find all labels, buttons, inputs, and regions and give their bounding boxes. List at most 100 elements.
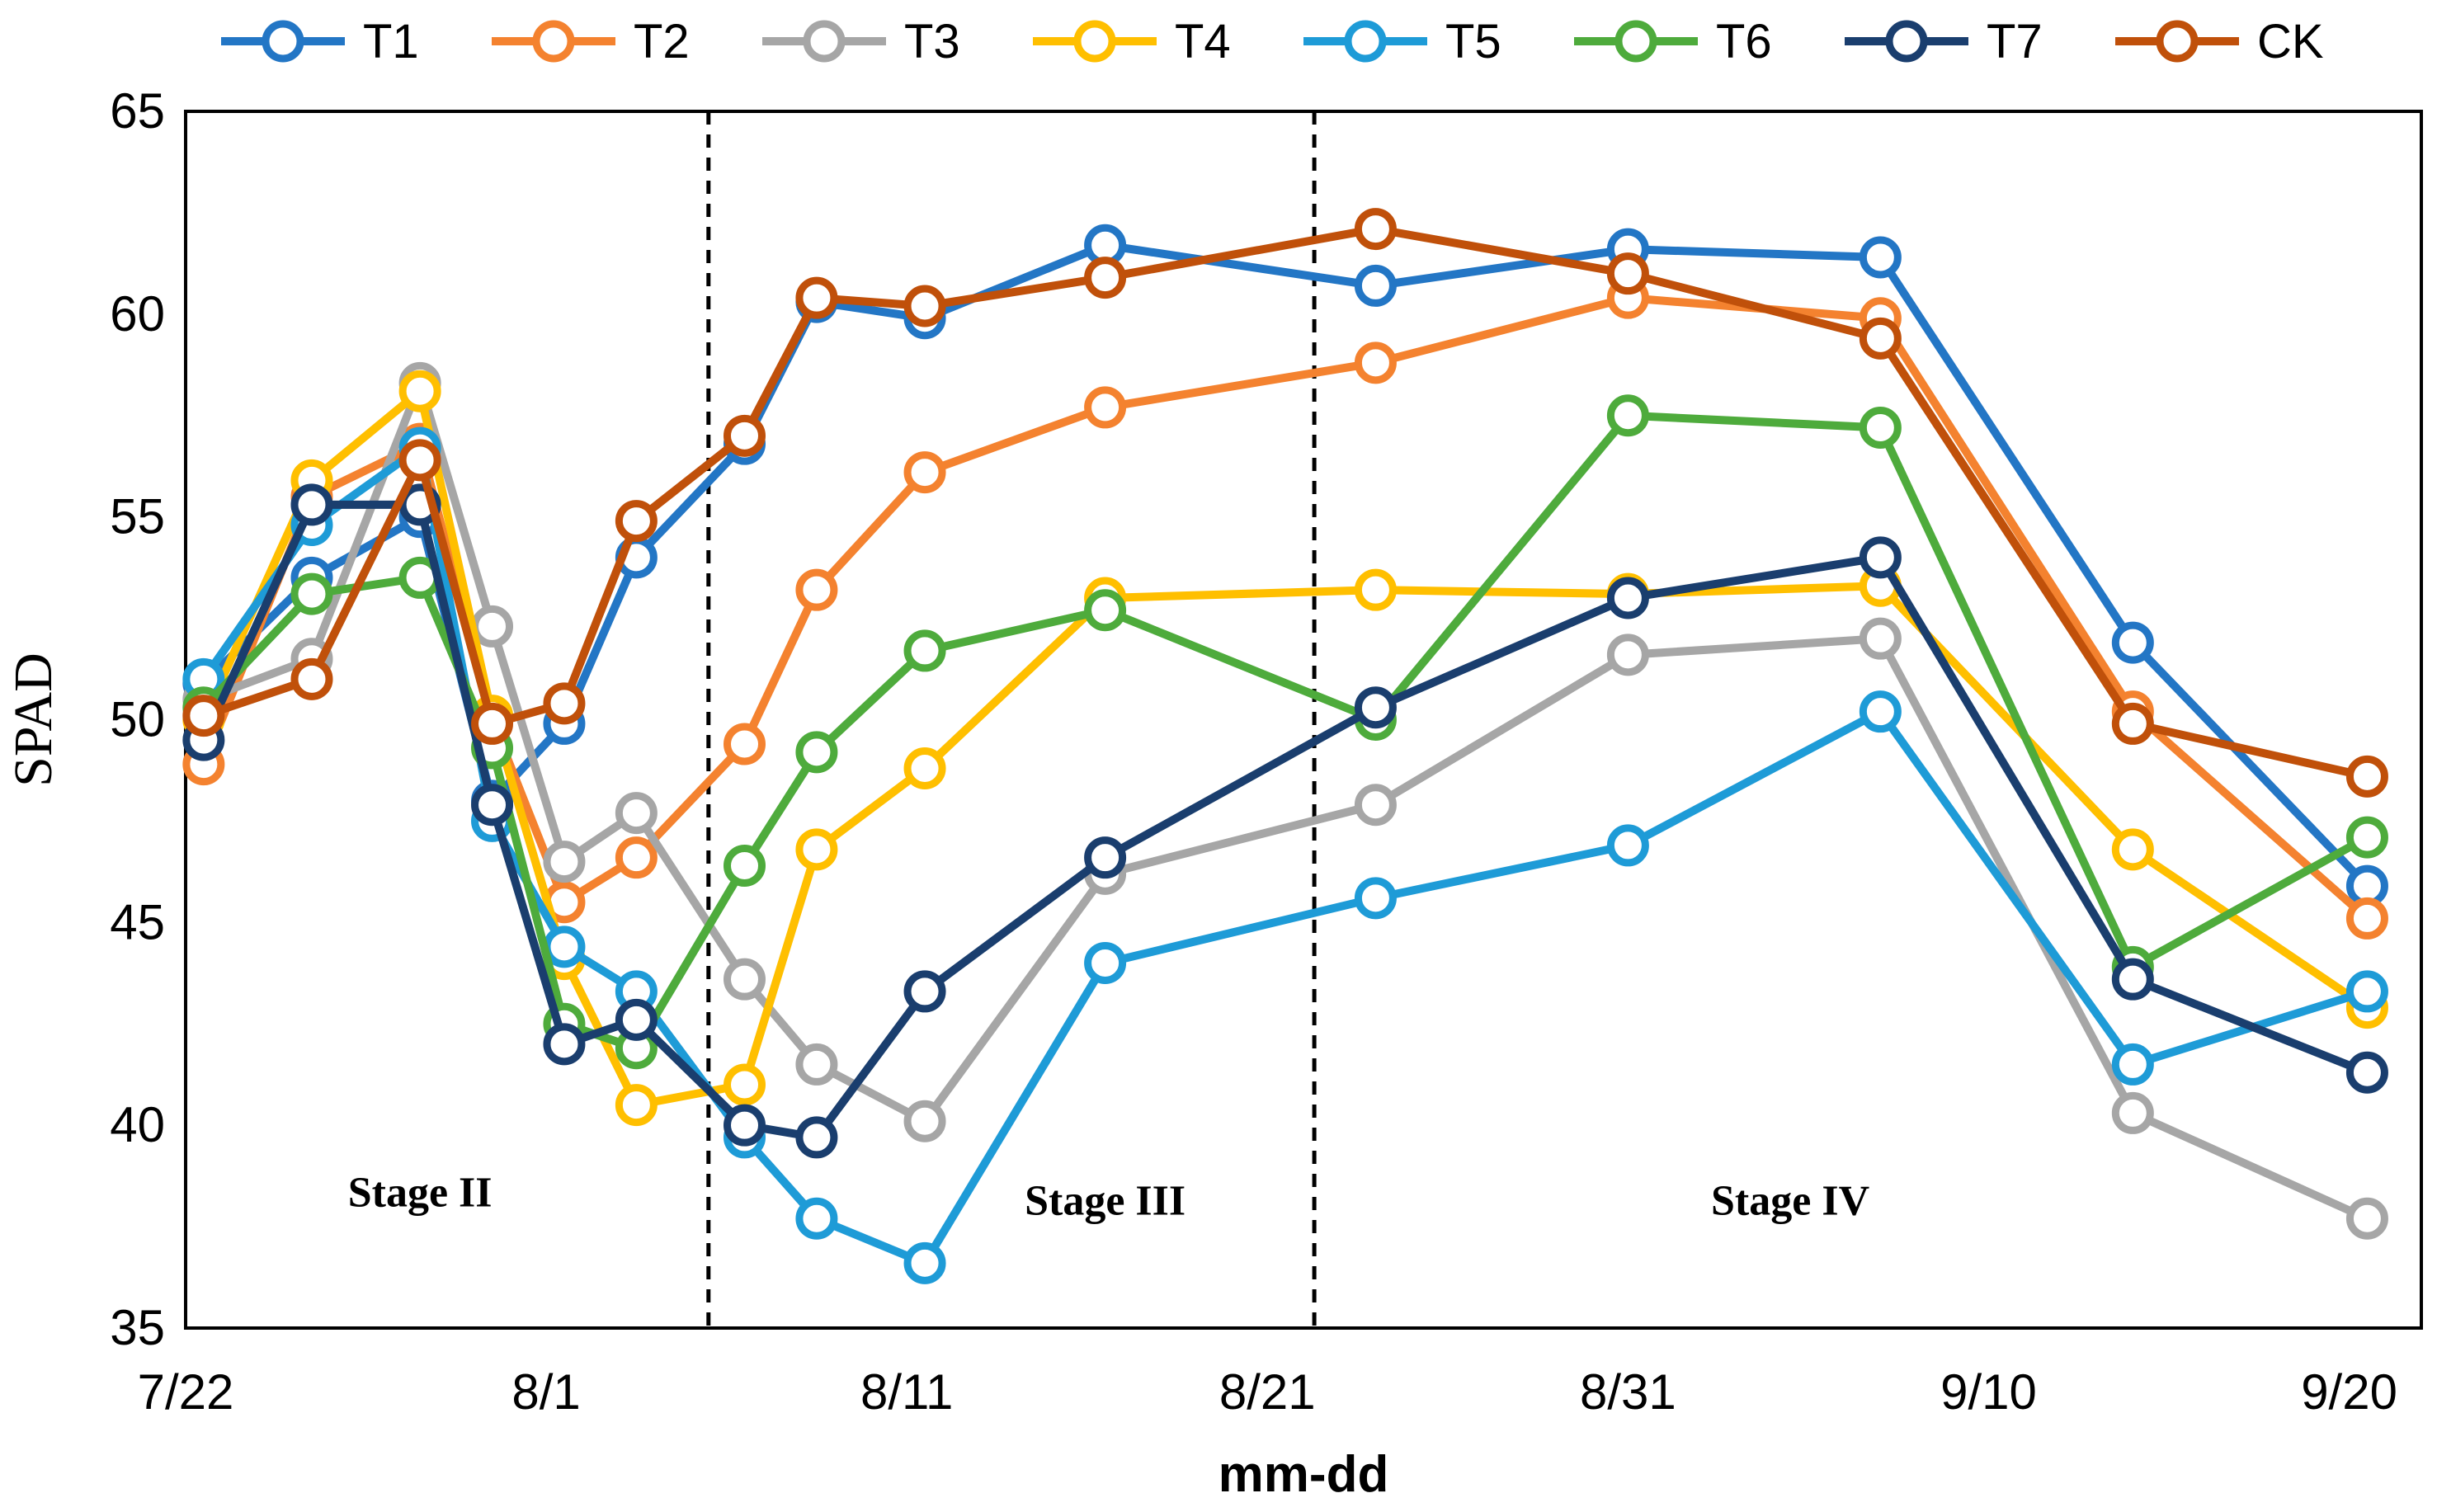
data-point-t2: [2345, 897, 2388, 940]
data-point-t4: [724, 1063, 766, 1106]
data-point-ck: [471, 702, 514, 745]
data-point-t3: [724, 958, 766, 1001]
data-point-t2: [1354, 341, 1397, 384]
data-point-t3: [795, 1043, 838, 1086]
data-point-t6: [903, 629, 946, 672]
legend-marker: [532, 20, 575, 63]
data-point-ck: [290, 657, 333, 700]
data-point-ck: [2111, 702, 2154, 745]
data-point-t7: [1084, 836, 1127, 879]
data-point-t6: [795, 731, 838, 774]
legend-marker: [1344, 20, 1387, 63]
data-point-t6: [724, 845, 766, 887]
x-tick-label: 8/11: [860, 1364, 953, 1420]
series-t4: [182, 370, 2388, 1127]
data-point-t2: [615, 836, 658, 879]
legend-item-t6: T6: [1574, 15, 1772, 68]
y-axis-title: SPAD: [3, 652, 64, 787]
data-point-t3: [903, 1100, 946, 1142]
legend-item-t1: T1: [221, 15, 419, 68]
y-tick-label: 45: [110, 894, 165, 949]
data-point-t4: [615, 1084, 658, 1127]
legend-item-t5: T5: [1303, 15, 1501, 68]
legend-marker: [2156, 20, 2199, 63]
data-point-ck: [1084, 257, 1127, 299]
data-point-t6: [1606, 394, 1649, 437]
data-point-t3: [2111, 1091, 2154, 1134]
data-point-t6: [1084, 589, 1127, 632]
legend-item-t4: T4: [1033, 15, 1231, 68]
data-point-t5: [795, 1197, 838, 1240]
x-axis-ticks: 7/22 8/1 8/11 8/21 8/31 9/10 9/20: [138, 1364, 2397, 1420]
y-tick-label: 50: [110, 692, 165, 747]
data-point-t2: [903, 451, 946, 494]
data-point-t4: [398, 370, 441, 412]
data-point-t1: [1354, 264, 1397, 307]
x-axis-title: mm-dd: [1218, 1446, 1389, 1503]
data-point-t3: [2345, 1197, 2388, 1240]
data-point-t7: [2345, 1051, 2388, 1094]
data-point-ck: [903, 285, 946, 327]
data-point-t2: [1084, 386, 1127, 429]
data-point-ck: [724, 414, 766, 457]
data-point-t2: [795, 568, 838, 611]
data-point-ck: [615, 500, 658, 543]
data-point-ck: [1354, 208, 1397, 251]
x-tick-label: 7/22: [138, 1364, 234, 1420]
y-tick-label: 40: [110, 1097, 165, 1152]
legend-marker: [803, 20, 846, 63]
legend-label: T5: [1445, 15, 1501, 68]
data-point-t5: [903, 1241, 946, 1284]
stage-annotations: Stage II Stage III Stage IV: [348, 1170, 1869, 1225]
data-point-t7: [543, 1023, 586, 1066]
data-point-t4: [1354, 568, 1397, 611]
x-tick-label: 8/31: [1580, 1364, 1676, 1420]
data-point-t3: [1606, 634, 1649, 676]
data-point-ck: [398, 439, 441, 482]
legend-marker: [1614, 20, 1657, 63]
series-ck: [182, 208, 2388, 798]
legend-label: T2: [634, 15, 690, 68]
data-point-ck: [1606, 252, 1649, 295]
data-point-t7: [1859, 536, 1902, 579]
stage-divider-lines: [706, 111, 1317, 1328]
data-point-t3: [1354, 784, 1397, 827]
data-point-t4: [795, 828, 838, 871]
data-point-t7: [795, 1116, 838, 1159]
stage-annotation: Stage II: [348, 1170, 493, 1217]
stage-annotation: Stage IV: [1711, 1177, 1869, 1224]
data-point-t5: [1084, 942, 1127, 984]
x-tick-label: 9/20: [2301, 1364, 2397, 1420]
data-point-t7: [2111, 958, 2154, 1001]
legend-label: T6: [1716, 15, 1772, 68]
stage-annotation: Stage III: [1025, 1177, 1186, 1224]
legend-item-t2: T2: [492, 15, 690, 68]
data-point-t7: [290, 483, 333, 526]
data-point-ck: [795, 276, 838, 319]
data-point-t7: [471, 784, 514, 827]
data-point-t7: [1354, 686, 1397, 729]
data-point-t5: [543, 926, 586, 968]
x-tick-label: 8/21: [1219, 1364, 1316, 1420]
data-point-t5: [1859, 690, 1902, 733]
y-axis-ticks: 35 40 45 50 55 60 65: [110, 83, 165, 1355]
legend-item-t7: T7: [1845, 15, 2043, 68]
data-point-t5: [1354, 877, 1397, 920]
data-point-t7: [615, 998, 658, 1041]
y-tick-label: 60: [110, 286, 165, 341]
legend-marker: [262, 20, 304, 63]
legend-marker: [1885, 20, 1928, 63]
legend-label: T3: [904, 15, 960, 68]
data-point-t5: [2345, 970, 2388, 1013]
y-tick-label: 65: [110, 83, 165, 139]
data-point-t5: [1606, 824, 1649, 867]
data-point-t3: [543, 841, 586, 883]
y-tick-label: 35: [110, 1300, 165, 1355]
legend-item-ck: CK: [2115, 15, 2324, 68]
legend-marker: [1073, 20, 1116, 63]
legend-label: CK: [2257, 15, 2324, 68]
data-point-t6: [290, 572, 333, 615]
data-point-t4: [2111, 828, 2154, 871]
y-tick-label: 55: [110, 489, 165, 544]
